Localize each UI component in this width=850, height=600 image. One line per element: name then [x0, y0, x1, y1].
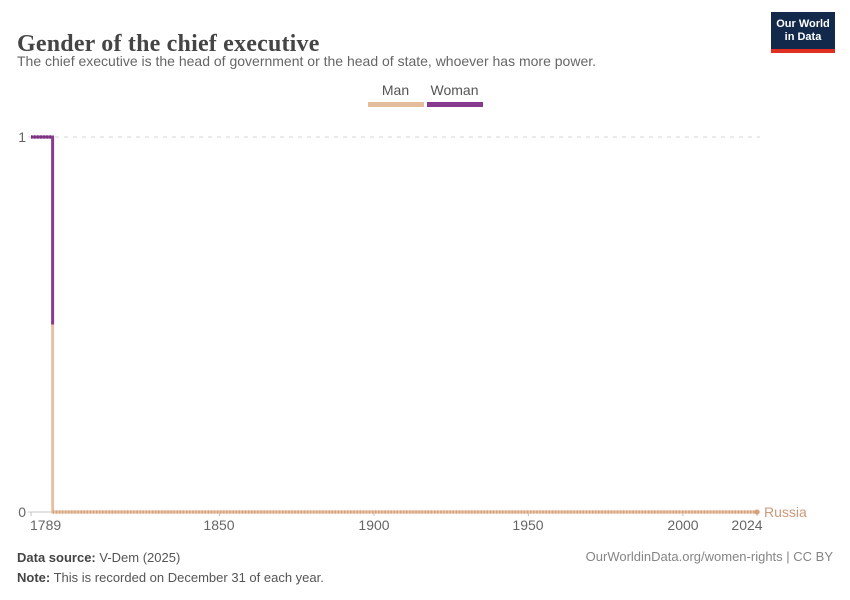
- legend: Man Woman: [0, 82, 850, 107]
- owid-logo-redbar: [771, 49, 835, 53]
- y-axis-label-0: 0: [18, 504, 26, 520]
- x-axis-label-1900: 1900: [358, 517, 390, 533]
- page-subtitle: The chief executive is the head of gover…: [17, 53, 597, 69]
- legend-swatch-woman: [426, 102, 483, 107]
- x-axis-label-1950: 1950: [512, 517, 544, 533]
- x-axis-label-1850: 1850: [203, 517, 235, 533]
- owid-logo-text: Our World in Data: [771, 12, 835, 49]
- x-axis-label-2000: 2000: [667, 517, 699, 533]
- legend-swatch-man: [367, 102, 424, 107]
- page-title: Gender of the chief executive: [17, 31, 320, 58]
- footer-info: Data source: V-Dem (2025) Note: This is …: [17, 548, 324, 588]
- footer-note: Note: This is recorded on December 31 of…: [17, 570, 324, 585]
- legend-item-woman[interactable]: Woman: [426, 82, 483, 107]
- owid-logo[interactable]: Our World in Data: [771, 12, 835, 53]
- legend-item-man[interactable]: Man: [367, 82, 424, 107]
- footer-source: Data source: V-Dem (2025): [17, 550, 181, 565]
- entity-label: Russia: [764, 504, 807, 520]
- y-axis-label-1: 1: [18, 129, 26, 145]
- x-axis-label-2024: 2024: [731, 517, 763, 533]
- legend-label: Woman: [430, 82, 479, 98]
- x-axis-label-1789: 1789: [30, 517, 62, 533]
- legend-label: Man: [381, 82, 410, 98]
- footer-citation[interactable]: OurWorldinData.org/women-rights | CC BY: [585, 549, 833, 564]
